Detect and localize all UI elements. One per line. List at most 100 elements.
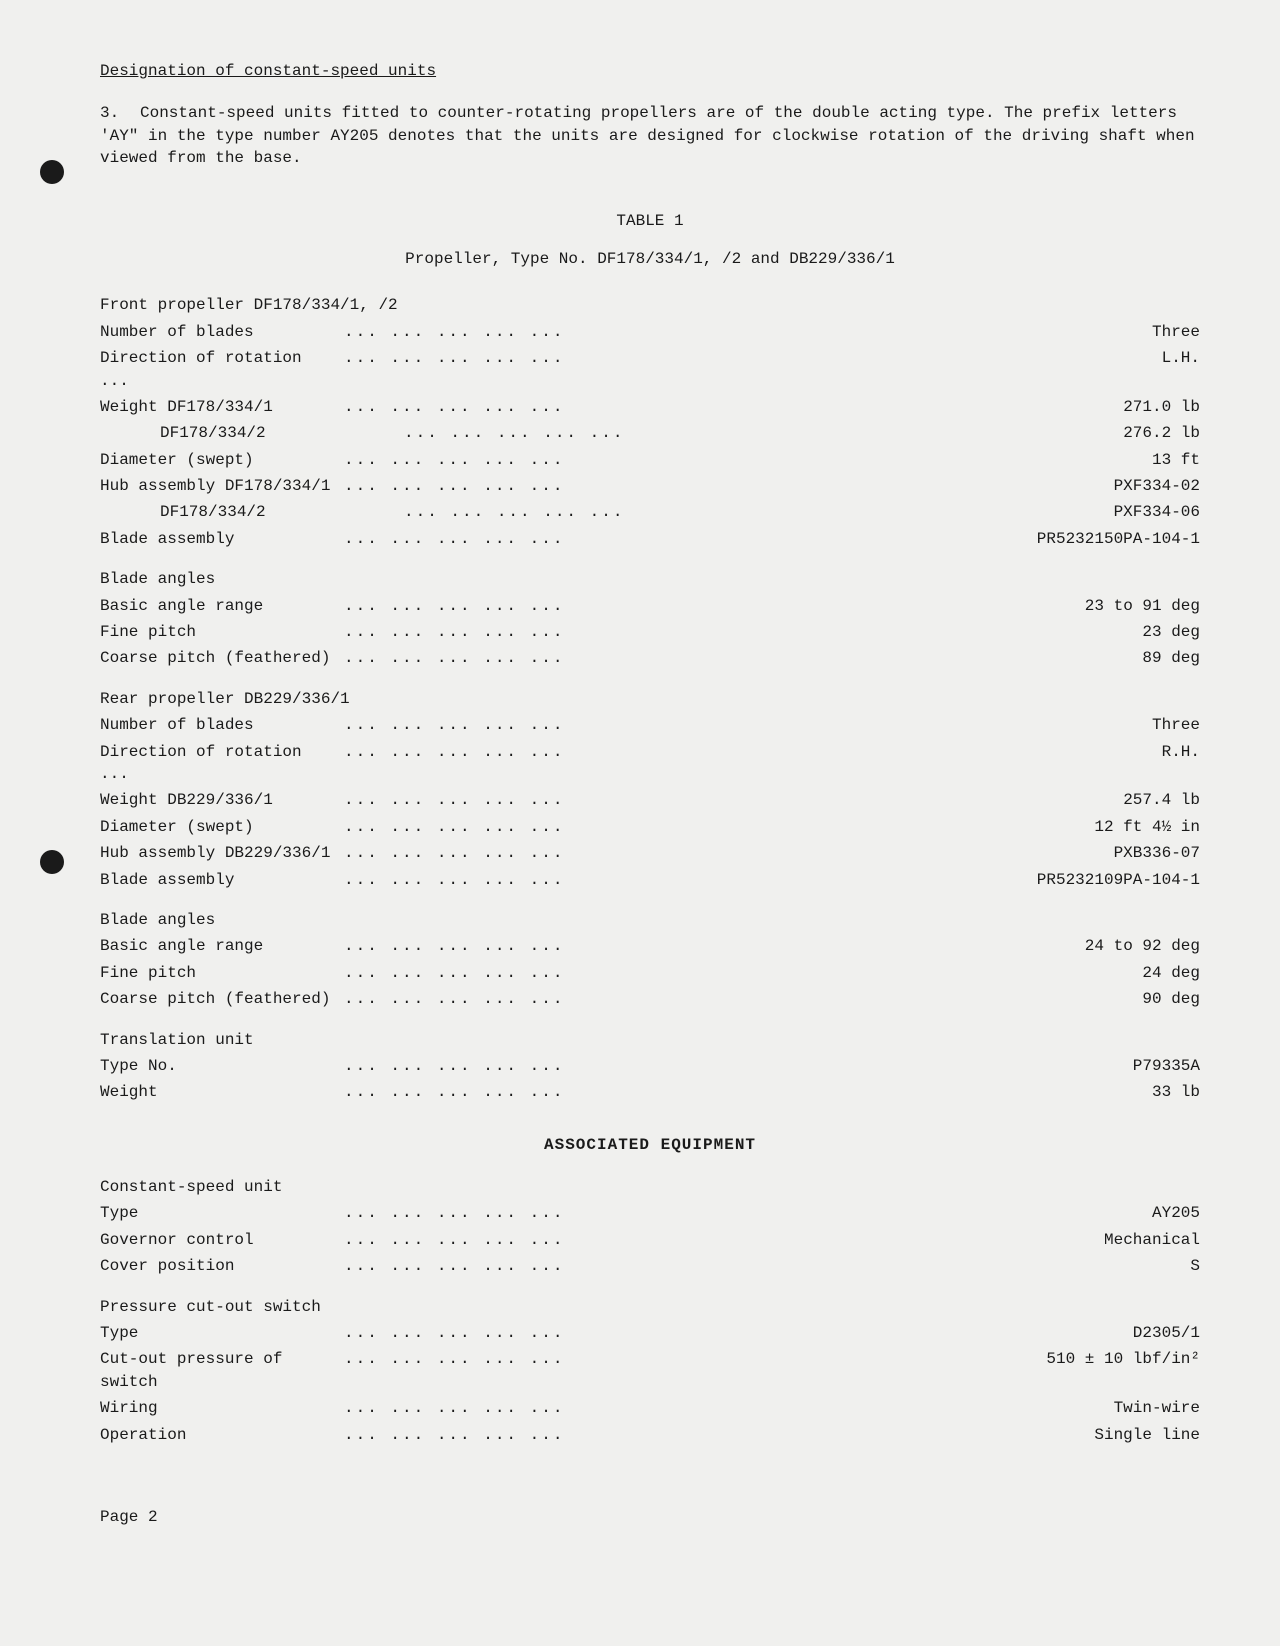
table-row: Wiring... ... ... ... ...Twin-wire (100, 1397, 1200, 1419)
table-label: TABLE 1 (100, 210, 1200, 232)
table-row: Fine pitch... ... ... ... ...24 deg (100, 962, 1200, 984)
row-label: Cut-out pressure of switch (100, 1348, 340, 1393)
leader-dots: ... ... ... ... ... (340, 1397, 1000, 1419)
block-title: Front propeller DF178/334/1, /2 (100, 294, 1200, 316)
row-label: Weight DB229/336/1 (100, 789, 340, 811)
leader-dots: ... ... ... ... ... (340, 869, 1000, 891)
block-title: Constant-speed unit (100, 1176, 1200, 1198)
punch-hole (40, 850, 64, 874)
row-value: 13 ft (1000, 449, 1200, 471)
leader-dots: ... ... ... ... ... (340, 714, 1000, 736)
row-label: Governor control (100, 1229, 340, 1251)
front-propeller-block: Front propeller DF178/334/1, /2 Number o… (100, 294, 1200, 550)
row-value: Three (1000, 321, 1200, 343)
table-row: Cut-out pressure of switch... ... ... ..… (100, 1348, 1200, 1393)
leader-dots: ... ... ... ... ... (340, 1322, 1000, 1344)
table-row: Fine pitch... ... ... ... ...23 deg (100, 621, 1200, 643)
rows-container: Basic angle range... ... ... ... ...23 t… (100, 595, 1200, 670)
table-row: Type No.... ... ... ... ...P79335A (100, 1055, 1200, 1077)
row-label: Blade assembly (100, 528, 340, 550)
leader-dots: ... ... ... ... ... (340, 475, 1000, 497)
table-row: Cover position... ... ... ... ...S (100, 1255, 1200, 1277)
table-row: Blade assembly... ... ... ... ...PR52321… (100, 528, 1200, 550)
row-value: 89 deg (1000, 647, 1200, 669)
table-row: Coarse pitch (feathered)... ... ... ... … (100, 988, 1200, 1010)
leader-dots: ... ... ... ... ... (340, 1202, 1000, 1224)
row-value: PR5232150PA-104-1 (1000, 528, 1200, 550)
table-row: Type... ... ... ... ...AY205 (100, 1202, 1200, 1224)
rows-container: Type No.... ... ... ... ...P79335AWeight… (100, 1055, 1200, 1104)
row-value: PR5232109PA-104-1 (1000, 869, 1200, 891)
row-value: P79335A (1000, 1055, 1200, 1077)
row-label: Fine pitch (100, 621, 340, 643)
page-number: Page 2 (100, 1506, 1200, 1528)
punch-hole (40, 160, 64, 184)
leader-dots: ... ... ... ... ... (340, 1424, 1000, 1446)
table-row: Coarse pitch (feathered)... ... ... ... … (100, 647, 1200, 669)
row-value: 24 to 92 deg (1000, 935, 1200, 957)
leader-dots: ... ... ... ... ... (340, 1348, 1000, 1370)
block-title: Translation unit (100, 1029, 1200, 1051)
row-label: Type No. (100, 1055, 340, 1077)
leader-dots: ... ... ... ... ... (340, 789, 1000, 811)
row-value: R.H. (1000, 741, 1200, 763)
row-value: Twin-wire (1000, 1397, 1200, 1419)
leader-dots: ... ... ... ... ... (340, 1081, 1000, 1103)
row-value: PXF334-02 (1000, 475, 1200, 497)
row-value: 276.2 lb (1000, 422, 1200, 444)
pressure-block: Pressure cut-out switch Type... ... ... … (100, 1296, 1200, 1446)
row-value: D2305/1 (1000, 1322, 1200, 1344)
row-label: Basic angle range (100, 935, 340, 957)
row-value: 90 deg (1000, 988, 1200, 1010)
rear-propeller-block: Rear propeller DB229/336/1 Number of bla… (100, 688, 1200, 891)
leader-dots: ... ... ... ... ... (340, 595, 1000, 617)
row-label: Fine pitch (100, 962, 340, 984)
row-label: Blade assembly (100, 869, 340, 891)
leader-dots: ... ... ... ... ... (340, 842, 1000, 864)
leader-dots: ... ... ... ... ... (340, 449, 1000, 471)
rows-container: Number of blades... ... ... ... ...Three… (100, 714, 1200, 891)
leader-dots: ... ... ... ... ... (340, 1255, 1000, 1277)
table-row: Weight DB229/336/1... ... ... ... ...257… (100, 789, 1200, 811)
associated-equipment-heading: ASSOCIATED EQUIPMENT (100, 1134, 1200, 1156)
leader-dots: ... ... ... ... ... (400, 501, 1000, 523)
row-value: Single line (1000, 1424, 1200, 1446)
row-value: 257.4 lb (1000, 789, 1200, 811)
row-label: Hub assembly DB229/336/1 (100, 842, 340, 864)
row-label: Weight DF178/334/1 (100, 396, 340, 418)
row-value: AY205 (1000, 1202, 1200, 1224)
row-value: PXB336-07 (1000, 842, 1200, 864)
leader-dots: ... ... ... ... ... (340, 647, 1000, 669)
leader-dots: ... ... ... ... ... (340, 741, 1000, 763)
block-title: Rear propeller DB229/336/1 (100, 688, 1200, 710)
leader-dots: ... ... ... ... ... (340, 396, 1000, 418)
rows-container: Number of blades... ... ... ... ...Three… (100, 321, 1200, 551)
table-row: Governor control... ... ... ... ...Mecha… (100, 1229, 1200, 1251)
row-value: 271.0 lb (1000, 396, 1200, 418)
table-row: Number of blades... ... ... ... ...Three (100, 321, 1200, 343)
table-row: Direction of rotation ...... ... ... ...… (100, 347, 1200, 392)
table-row: Basic angle range... ... ... ... ...23 t… (100, 595, 1200, 617)
row-label: Basic angle range (100, 595, 340, 617)
row-value: 23 deg (1000, 621, 1200, 643)
table-row: DF178/334/2... ... ... ... ...PXF334-06 (100, 501, 1200, 523)
row-value: L.H. (1000, 347, 1200, 369)
row-value: 12 ft 4½ in (1000, 816, 1200, 838)
row-label: Diameter (swept) (100, 816, 340, 838)
table-row: Basic angle range... ... ... ... ...24 t… (100, 935, 1200, 957)
paragraph-number: 3. (100, 102, 140, 124)
row-label: Direction of rotation ... (100, 741, 340, 786)
leader-dots: ... ... ... ... ... (340, 321, 1000, 343)
table-row: Blade assembly... ... ... ... ...PR52321… (100, 869, 1200, 891)
leader-dots: ... ... ... ... ... (340, 988, 1000, 1010)
row-label: DF178/334/2 (100, 501, 400, 523)
section-heading: Designation of constant-speed units (100, 60, 1200, 82)
table-row: Direction of rotation ...... ... ... ...… (100, 741, 1200, 786)
row-label: Type (100, 1322, 340, 1344)
leader-dots: ... ... ... ... ... (340, 962, 1000, 984)
row-label: Number of blades (100, 714, 340, 736)
table-subtitle: Propeller, Type No. DF178/334/1, /2 and … (100, 248, 1200, 270)
row-value: PXF334-06 (1000, 501, 1200, 523)
leader-dots: ... ... ... ... ... (340, 621, 1000, 643)
table-row: Diameter (swept)... ... ... ... ...13 ft (100, 449, 1200, 471)
